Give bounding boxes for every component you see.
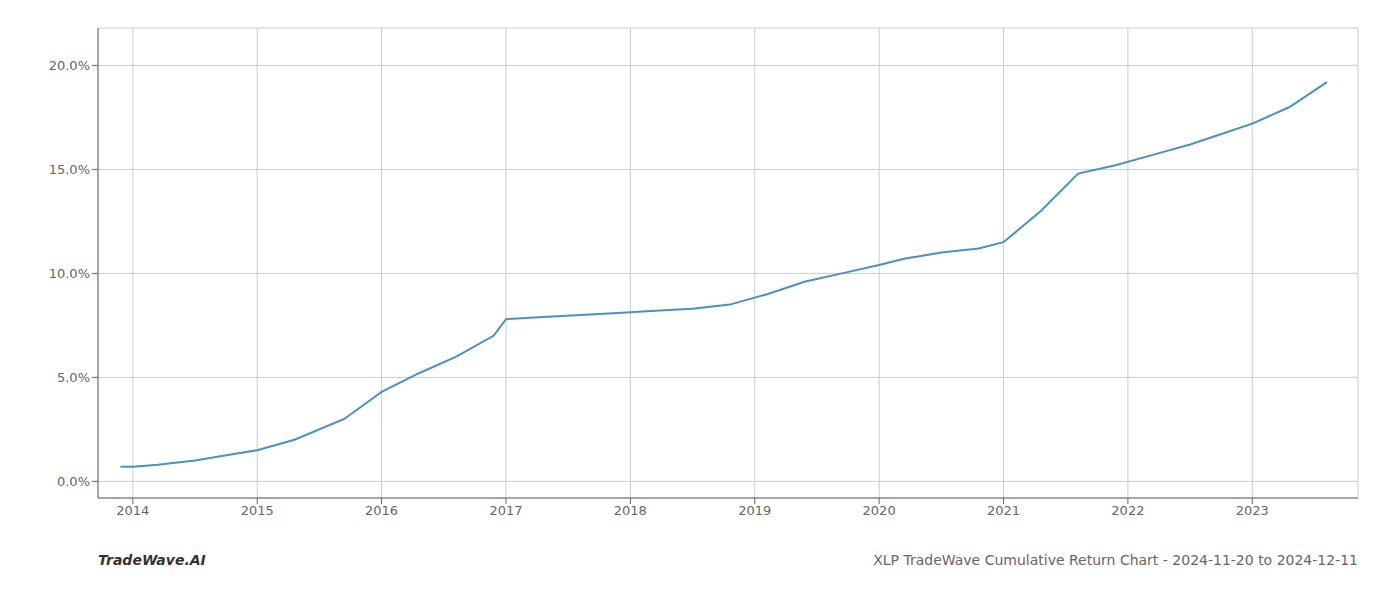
svg-text:2019: 2019 xyxy=(738,503,771,518)
svg-text:2022: 2022 xyxy=(1111,503,1144,518)
svg-text:2015: 2015 xyxy=(241,503,274,518)
svg-text:0.0%: 0.0% xyxy=(57,474,90,489)
svg-text:2021: 2021 xyxy=(987,503,1020,518)
svg-text:15.0%: 15.0% xyxy=(49,162,90,177)
svg-text:2018: 2018 xyxy=(614,503,647,518)
svg-text:20.0%: 20.0% xyxy=(49,58,90,73)
svg-text:2016: 2016 xyxy=(365,503,398,518)
html-text:TradeWave.AI: TradeWave.AI xyxy=(98,552,206,568)
svg-text:5.0%: 5.0% xyxy=(57,370,90,385)
svg-text:2014: 2014 xyxy=(116,503,149,518)
html-text:XLP TradeWave Cumulative Retur: XLP TradeWave Cumulative Return Chart - … xyxy=(873,552,1358,568)
svg-text:2017: 2017 xyxy=(489,503,522,518)
svg-text:10.0%: 10.0% xyxy=(49,266,90,281)
svg-text:2020: 2020 xyxy=(863,503,896,518)
svg-text:2023: 2023 xyxy=(1236,503,1269,518)
